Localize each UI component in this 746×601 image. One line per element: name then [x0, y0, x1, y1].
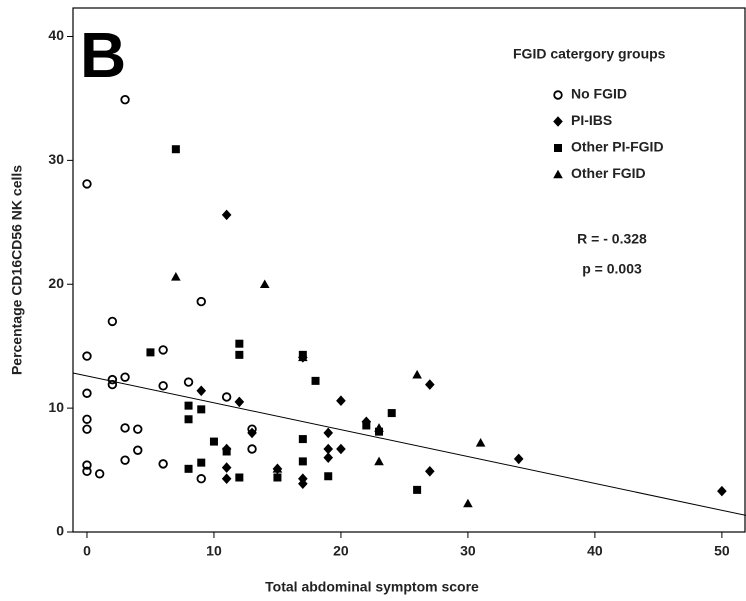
legend-marker [553, 90, 563, 100]
point [209, 437, 218, 446]
point [221, 392, 232, 402]
point [184, 464, 193, 473]
annotation: p = 0.003 [582, 261, 642, 277]
point [107, 374, 118, 385]
point [259, 279, 270, 289]
point [171, 272, 181, 281]
point [717, 485, 727, 497]
legend-label: Other PI-FGID [571, 139, 664, 155]
point [298, 352, 308, 362]
point [374, 456, 384, 466]
point [247, 427, 257, 439]
point [336, 395, 346, 406]
point [235, 339, 244, 348]
x-tick-label: 0 [83, 543, 91, 559]
point [120, 372, 130, 382]
y-tick-label: 20 [48, 275, 64, 291]
point [120, 423, 130, 433]
point [323, 452, 334, 463]
x-tick-label: 20 [333, 543, 349, 559]
annotation: R = - 0.328 [577, 231, 647, 247]
point [247, 444, 257, 454]
point [235, 350, 244, 359]
point [298, 478, 308, 489]
point [425, 466, 435, 477]
point [133, 424, 143, 434]
point [82, 414, 92, 424]
point [120, 455, 130, 465]
legend-marker [554, 144, 562, 152]
point [184, 401, 193, 410]
y-tick-label: 10 [48, 399, 64, 415]
point [82, 179, 92, 189]
point [82, 460, 92, 470]
point [158, 381, 168, 391]
x-axis-title: Total abdominal symptom score [265, 579, 479, 595]
point [146, 348, 155, 357]
point [336, 443, 346, 455]
legend-label: Other FGID [571, 165, 646, 181]
point [197, 405, 206, 414]
point [273, 473, 282, 482]
point [133, 445, 143, 455]
point [184, 415, 193, 424]
point [323, 443, 334, 455]
point [374, 423, 384, 432]
point [82, 424, 92, 434]
point [235, 473, 244, 482]
point [298, 457, 307, 466]
plot-frame [72, 7, 746, 533]
point [158, 345, 168, 355]
fit-line [72, 372, 746, 516]
legend-title: FGID catergory groups [513, 46, 666, 62]
point [82, 388, 92, 398]
panel-letter: B [80, 19, 126, 91]
x-tick-label: 30 [460, 543, 476, 559]
point [311, 376, 320, 385]
x-tick-label: 10 [206, 543, 222, 559]
point [171, 145, 180, 154]
point [183, 377, 194, 387]
point [94, 469, 105, 479]
x-tick-label: 50 [714, 543, 730, 559]
point [107, 316, 118, 327]
point [222, 447, 231, 456]
y-axis-title: Percentage CD16CD56 NK cells [9, 165, 25, 375]
point [362, 421, 371, 430]
point [323, 427, 334, 439]
point [412, 369, 422, 379]
point [196, 385, 207, 397]
point [475, 438, 486, 447]
point [298, 435, 307, 444]
point [196, 296, 206, 307]
point [324, 472, 333, 481]
x-tick-label: 40 [587, 543, 603, 559]
point [234, 396, 245, 408]
point [221, 462, 232, 473]
point [387, 409, 396, 418]
point [425, 379, 435, 390]
point [197, 458, 206, 467]
legend-marker [553, 169, 563, 179]
point [272, 464, 283, 473]
point [82, 466, 92, 477]
point [158, 459, 168, 469]
point [196, 474, 206, 484]
y-tick-label: 40 [48, 27, 64, 43]
point [463, 498, 473, 508]
y-tick-label: 0 [56, 523, 64, 539]
legend-label: No FGID [571, 86, 627, 102]
point [221, 209, 232, 221]
legend-marker [553, 116, 563, 127]
point [107, 379, 118, 390]
point [120, 94, 130, 105]
point [413, 485, 422, 494]
point [82, 351, 92, 361]
point [221, 473, 232, 485]
point [513, 453, 524, 465]
legend-label: PI-IBS [571, 112, 612, 128]
y-tick-label: 30 [48, 151, 64, 167]
